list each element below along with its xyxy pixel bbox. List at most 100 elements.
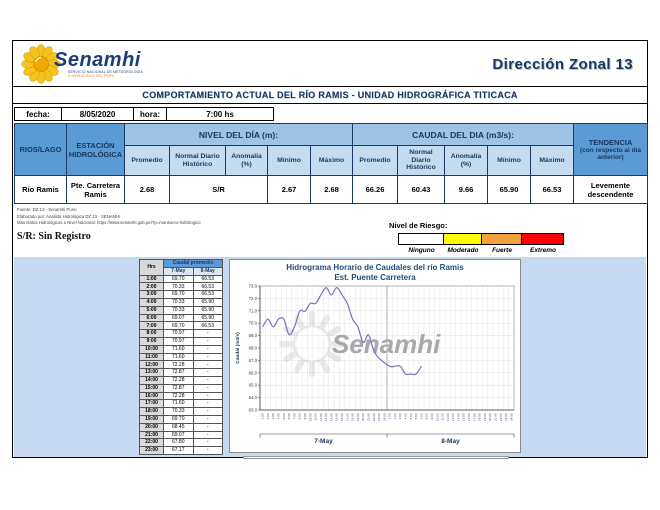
y-tick-label: 69.0 [249, 333, 258, 338]
x-tick-label: 4:00 [404, 413, 408, 419]
subheader-caudal-anomalia: Anomalía (%) [444, 145, 488, 176]
x-tick-label: 13:00 [324, 413, 328, 421]
hour-row: 22:00 67.80- [139, 438, 223, 448]
cell-nivel-minimo: 2.67 [267, 175, 311, 204]
senamhi-logo: Senamhi SERVICIO NACIONAL DE METEOROLOGÍ… [21, 44, 143, 84]
note-sin-registro: S/R: Sin Registro [17, 230, 91, 242]
x-tick-label: 18:00 [351, 413, 355, 421]
hour-row: 7:00 69.70 66.53 [139, 321, 223, 331]
caudal-value: - [192, 391, 223, 401]
y-tick-label: 64.0 [249, 395, 258, 400]
x-tick-label: 22:00 [372, 413, 376, 421]
risk-legend-label: Nivel de Riesgo: [389, 221, 448, 230]
watermark-text: Senamhi [332, 329, 441, 359]
caudal-value: 65.90 [192, 305, 223, 315]
cell-caudal-normal: 60.43 [397, 175, 445, 204]
hour-label: 11:00 [139, 352, 164, 362]
x-tick-label: 12:00 [319, 413, 323, 421]
x-tick-label: 11:00 [314, 413, 318, 421]
x-tick-label: 6:00 [414, 413, 418, 419]
x-tick-label: 3:00 [398, 413, 402, 419]
hora-value: 7:00 hs [166, 107, 274, 121]
caudal-value: 66.53 [192, 282, 223, 292]
hora-label: hora: [133, 107, 167, 121]
x-tick-label: 20:00 [361, 413, 365, 421]
x-tick-label: 10:00 [308, 413, 312, 421]
x-tick-label: 24:00 [509, 413, 513, 421]
risk-level-label: Ninguno [408, 246, 435, 254]
caudal-value: 70.97 [163, 336, 194, 346]
caudal-value: 67.80 [163, 438, 194, 448]
caudal-value: 72.87 [163, 383, 194, 393]
subheader-caudal-normal: Normal Diario Histórico [397, 145, 445, 176]
hour-label: 23:00 [139, 446, 164, 455]
hour-row: 8:00 70.97- [139, 329, 223, 338]
caudal-value: - [192, 407, 223, 416]
hourly-table: Hrs Caudal promedio 7-May 8-May 1:00 69.7… [139, 259, 223, 455]
x-tick-label: 8:00 [425, 413, 429, 419]
x-tick-label: 7:00 [419, 413, 423, 419]
x-tick-label: 15:00 [462, 413, 466, 421]
cell-nivel-normal-anomalia: S/R [169, 175, 268, 204]
hourly-table-day1-header: 7-May [163, 266, 194, 276]
caudal-value: - [192, 446, 223, 455]
hourly-table-group-header: Caudal promedio [163, 259, 223, 268]
y-tick-label: 72.0 [249, 296, 258, 301]
logo-tagline-line2: E HIDROLOGÍA DEL PERÚ [68, 74, 115, 78]
hour-label: 14:00 [139, 375, 164, 385]
hour-row: 11:00 71.60- [139, 352, 223, 362]
risk-level-extremo: Extremo [521, 233, 564, 254]
x-tick-label: 2:00 [266, 413, 270, 419]
hour-row: 14:00 72.28- [139, 375, 223, 385]
subheader-nivel-promedio: Promedio [124, 145, 170, 176]
x-tick-label: 1:00 [388, 413, 392, 419]
caudal-value: 69.70 [163, 290, 194, 299]
cell-caudal-anomalia: 9.66 [444, 175, 488, 204]
caudal-value: - [192, 422, 223, 432]
caudal-value: 71.60 [163, 352, 194, 362]
cell-nivel-promedio: 2.68 [124, 175, 170, 204]
cell-rio: Rio Ramis [14, 175, 67, 204]
x-tick-label: 15:00 [335, 413, 339, 421]
caudal-value: - [192, 368, 223, 377]
hourly-table-day2-header: 8-May [192, 266, 223, 276]
x-tick-label: 21:00 [493, 413, 497, 421]
senamhi-watermark [279, 311, 345, 377]
risk-level-moderado: Moderado [443, 233, 482, 254]
caudal-value: 69.07 [163, 430, 194, 440]
risk-level-fuerte: Fuerte [481, 233, 522, 254]
x-tick-label: 5:00 [409, 413, 413, 419]
caudal-value: 70.33 [163, 305, 194, 315]
caudal-value: - [192, 336, 223, 346]
x-tick-label: 10:00 [435, 413, 439, 421]
hour-row: 21:00 69.07- [139, 430, 223, 440]
subheader-nivel-normal: Normal Diario Histórico [169, 145, 226, 176]
sunflower-icon [21, 44, 61, 84]
caudal-value: 70.97 [163, 329, 194, 338]
hour-label: 5:00 [139, 305, 164, 315]
caudal-value: - [192, 360, 223, 370]
logo-tagline: SERVICIO NACIONAL DE METEOROLOGÍA E HIDR… [68, 70, 143, 78]
caudal-value: 68.45 [163, 422, 194, 432]
hour-label: 15:00 [139, 383, 164, 393]
hour-row: 23:00 67.17- [139, 446, 223, 455]
hour-label: 17:00 [139, 399, 164, 409]
caudal-value: 71.60 [163, 399, 194, 409]
x-tick-label: 2:00 [393, 413, 397, 419]
caudal-value: 66.53 [192, 321, 223, 331]
x-axis-tick-labels: 1:00 2:00 3:00 4:00 5:00 6:00 7:00 8:00 9:00 10:0… [261, 413, 514, 421]
x-tick-label: 4:00 [277, 413, 281, 419]
caudal-value: - [192, 438, 223, 448]
risk-scale: Ninguno Moderado Fuerte Extremo [398, 233, 564, 254]
caudal-value: - [192, 329, 223, 338]
hour-row: 9:00 70.97- [139, 336, 223, 346]
hour-label: 21:00 [139, 430, 164, 440]
day-label-7may: 7-May [314, 438, 333, 445]
fecha-value: 8/05/2020 [61, 107, 134, 121]
hour-label: 10:00 [139, 344, 164, 354]
col-header-tendencia: TENDENCIA (con respecto al día anterior) [573, 123, 649, 176]
x-tick-label: 1:00 [261, 413, 265, 419]
hour-row: 6:00 69.07 65.90 [139, 313, 223, 323]
group-header-caudal: CAUDAL DEL DIA (m3/s): [351, 123, 575, 146]
subheader-nivel-minimo: Mínimo [267, 145, 311, 176]
